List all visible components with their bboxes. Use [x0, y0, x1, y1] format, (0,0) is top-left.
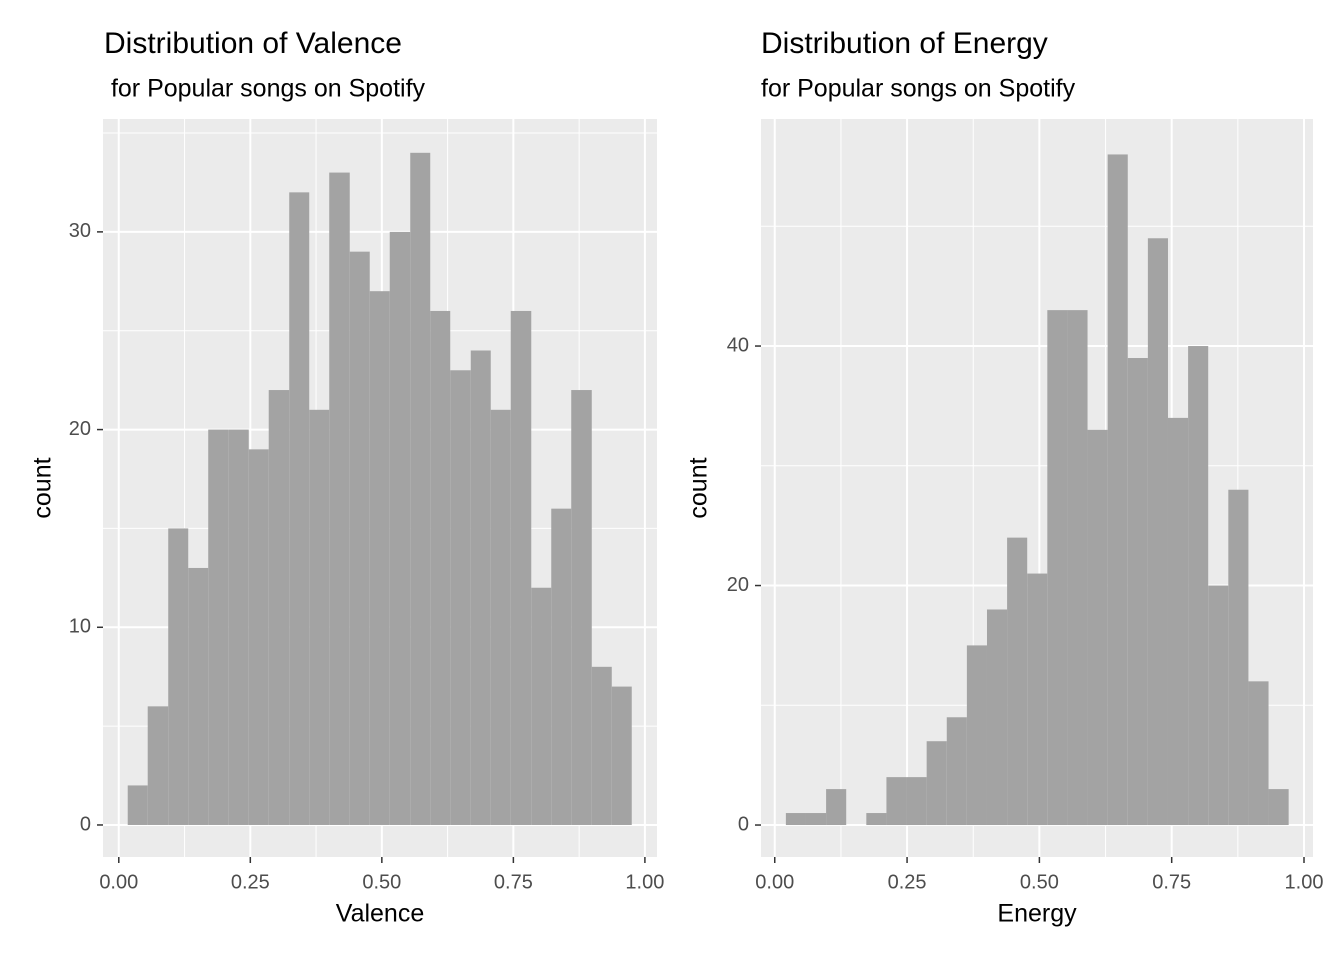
bar	[228, 429, 249, 825]
bar	[490, 409, 511, 825]
bar	[1087, 429, 1108, 826]
bar	[410, 152, 431, 825]
y-tick-label: 20	[727, 574, 749, 596]
bar	[349, 251, 370, 825]
bar	[127, 785, 148, 825]
x-axis-label: Valence	[336, 900, 425, 928]
bar	[906, 777, 927, 826]
y-tick-label: 0	[738, 813, 749, 835]
bar	[1067, 310, 1088, 826]
bar	[1027, 573, 1048, 826]
bar	[1268, 789, 1289, 826]
bar	[248, 449, 269, 825]
bar	[886, 777, 907, 826]
bar	[1127, 358, 1148, 826]
bar	[1248, 681, 1269, 826]
bar	[450, 370, 471, 825]
bar	[289, 192, 310, 825]
bar	[1147, 238, 1168, 826]
chart-subtitle: for Popular songs on Spotify	[104, 75, 426, 103]
y-tick-label: 10	[69, 616, 91, 638]
bar	[986, 609, 1008, 826]
bar	[430, 310, 451, 825]
bar	[1228, 489, 1249, 826]
bar	[531, 587, 552, 825]
bar	[470, 350, 491, 825]
bar	[571, 390, 592, 825]
bar	[805, 813, 827, 826]
x-tick-label: 1.00	[625, 871, 664, 893]
bar	[1188, 346, 1209, 826]
y-tick-label: 20	[69, 418, 91, 440]
y-tick-label: 30	[69, 220, 91, 242]
bar	[188, 567, 209, 825]
bar	[1167, 417, 1189, 826]
chart-subtitle: for Popular songs on Spotify	[761, 75, 1076, 103]
x-tick-label: 0.50	[362, 871, 401, 893]
bar	[926, 741, 947, 826]
x-tick-label: 0.25	[888, 871, 927, 893]
bar	[147, 706, 169, 825]
bar	[168, 528, 189, 825]
bar	[1208, 585, 1229, 826]
bar	[268, 390, 290, 825]
x-tick-label: 0.00	[99, 871, 138, 893]
bar	[389, 231, 411, 825]
y-axis-label: count	[29, 457, 57, 518]
bar	[826, 789, 847, 826]
y-tick-label: 40	[727, 334, 749, 356]
x-axis-label: Energy	[997, 900, 1077, 928]
bar	[966, 645, 987, 826]
bar	[309, 409, 330, 825]
bar	[591, 666, 612, 825]
x-tick-label: 0.75	[1152, 871, 1191, 893]
chart-title: Distribution of Energy	[761, 27, 1048, 60]
bar	[208, 429, 229, 825]
x-tick-label: 1.00	[1285, 871, 1324, 893]
bar	[785, 813, 806, 826]
x-tick-label: 0.75	[494, 871, 533, 893]
x-tick-label: 0.25	[231, 871, 270, 893]
y-axis-label: count	[685, 457, 713, 518]
bar	[1107, 154, 1128, 826]
bar	[329, 172, 350, 825]
bar	[1007, 537, 1028, 826]
bar	[551, 508, 572, 825]
bar	[369, 291, 390, 825]
bar	[866, 813, 887, 826]
x-tick-label: 0.50	[1020, 871, 1059, 893]
x-tick-label: 0.00	[755, 871, 794, 893]
bar	[510, 310, 532, 825]
bar	[611, 686, 632, 825]
bar	[946, 717, 967, 826]
bar	[1047, 310, 1068, 826]
chart-title: Distribution of Valence	[104, 27, 402, 60]
y-tick-label: 0	[80, 813, 91, 835]
